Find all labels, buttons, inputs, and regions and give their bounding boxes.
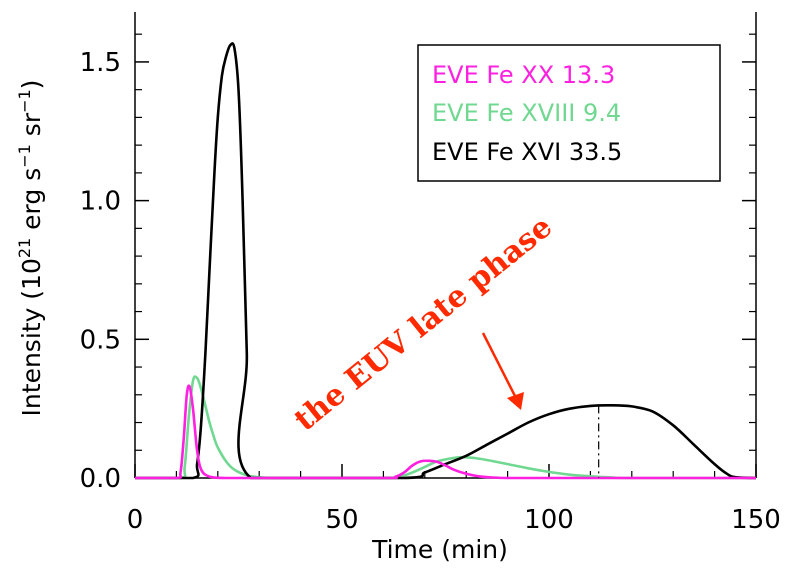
x-axis-label: Time (min) — [371, 535, 508, 564]
y-axis-label-mid2: sr — [17, 112, 46, 144]
series-fe-xvi-line — [135, 42, 757, 480]
y-axis-label-mid: erg s — [17, 168, 46, 238]
y-tick-label: 1.0 — [80, 187, 121, 217]
legend-box — [417, 44, 721, 182]
x-tick-label: 100 — [524, 505, 574, 535]
legend-entry-fe-xvi: EVE Fe XVI 33.5 — [432, 138, 622, 166]
y-tick-label: 1.5 — [80, 48, 121, 78]
y-axis-label: Intensity (1021 erg s−1 sr−1) — [15, 80, 46, 417]
y-tick-label: 0.5 — [80, 325, 121, 355]
series-fe-xx-line — [135, 384, 756, 480]
legend-entry-fe-xviii: EVE Fe XVIII 9.4 — [432, 99, 621, 127]
x-tick-label: 50 — [325, 505, 358, 535]
x-tick-label: 150 — [731, 505, 781, 535]
series-layer — [135, 42, 757, 480]
y-axis-label-sup1: 21 — [15, 238, 34, 258]
annotation-arrow — [481, 332, 519, 401]
y-axis-label-sup2: −1 — [15, 144, 34, 168]
annotation-arrowhead — [507, 392, 524, 410]
y-tick-label: 0.0 — [80, 464, 121, 494]
y-axis-label-pre: Intensity (10 — [17, 258, 46, 416]
y-axis-label-post: ) — [17, 80, 46, 90]
y-axis-label-sup3: −1 — [15, 89, 34, 113]
legend-entry-fe-xx: EVE Fe XX 13.3 — [432, 61, 615, 89]
x-tick-label: 0 — [127, 505, 144, 535]
legend: EVE Fe XX 13.3 EVE Fe XVIII 9.4 EVE Fe X… — [417, 44, 721, 182]
